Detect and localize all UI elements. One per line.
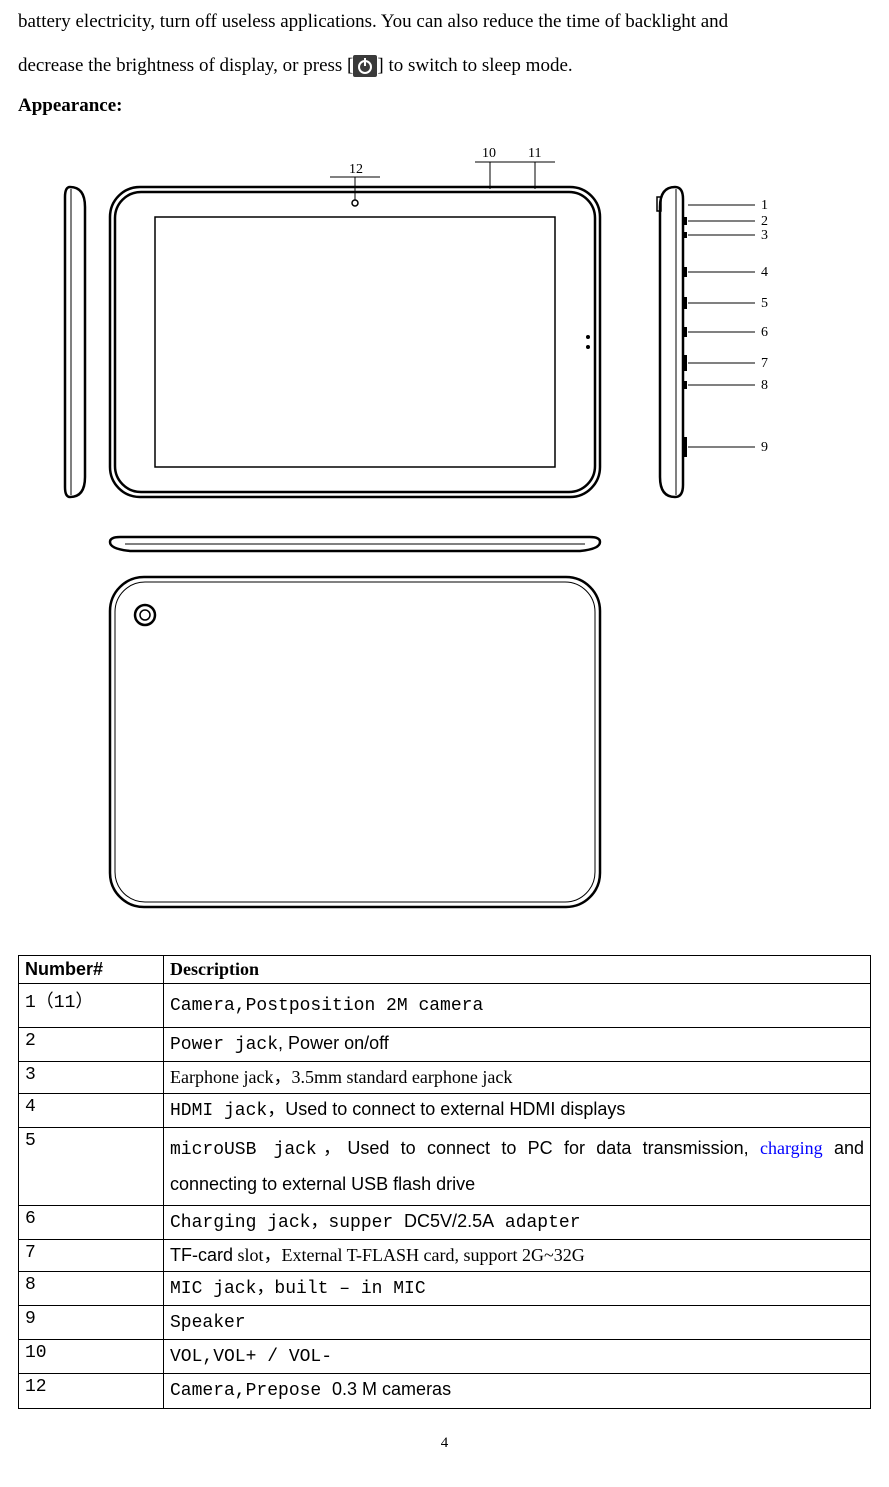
desc-part: VOL,VOL+ / VOL- [170,1347,332,1367]
row-description: VOL,VOL+ / VOL- [164,1340,871,1374]
desc-part: Speaker [170,1313,246,1333]
bottom-edge [110,537,600,551]
desc-part: ，Used to connect to external HDMI displa… [267,1099,625,1119]
desc-part: HDMI jack [170,1101,267,1121]
desc-part: Camera,Prepose [170,1381,332,1401]
desc-part: adapter [494,1213,580,1233]
svg-text:9: 9 [761,440,768,455]
row-number: 3 [19,1061,164,1093]
desc-part: Postposition 2M camera [246,996,484,1016]
table-row: 10 VOL,VOL+ / VOL- [19,1340,871,1374]
table-header-row: Number# Description [19,956,871,984]
desc-part: charging [760,1138,823,1158]
row-number: 12 [19,1374,164,1408]
svg-text:2: 2 [761,214,768,229]
side-profile-left [65,187,85,497]
row-number: 10 [19,1340,164,1374]
desc-part: 0.3 M cameras [332,1379,451,1399]
back-view [110,577,600,907]
table-row: 7TF-card slot，External T-FLASH card, sup… [19,1239,871,1271]
row-description: Earphone jack，3.5mm standard earphone ja… [164,1061,871,1093]
top-callouts: 10 11 [475,146,555,189]
svg-text:12: 12 [349,162,363,177]
desc-part: slot，External T-FLASH card, support 2G~3… [233,1245,585,1265]
row-number: 9 [19,1306,164,1340]
table-row: 6Charging jack，supper DC5V/2.5A adapter [19,1205,871,1239]
row-number: 8 [19,1271,164,1305]
desc-part: Power jack [170,1035,278,1055]
table-row: 1（11） Camera,Postposition 2M camera [19,984,871,1027]
svg-text:11: 11 [528,146,541,161]
row-number: 5 [19,1128,164,1205]
appearance-heading: Appearance: [18,95,871,117]
header-description: Description [164,956,871,984]
svg-text:5: 5 [761,296,768,311]
desc-part: Charging jack，supper [170,1213,404,1233]
row-description: Camera,Prepose 0.3 M cameras [164,1374,871,1408]
row-number: 7 [19,1239,164,1271]
desc-part: Camera, [170,996,246,1016]
side-profile-right [657,187,687,497]
right-callouts: 1 2 3 4 5 6 7 8 9 [688,198,768,455]
desc-part: Earphone jack，3.5mm standard earphone ja… [170,1067,512,1087]
table-row: 8 MIC jack，built – in MIC [19,1271,871,1305]
desc-part: ，Used to connect to PC for data transmis… [317,1138,760,1158]
svg-text:8: 8 [761,378,768,393]
camera-12-callout: 12 [330,162,380,200]
desc-part: , [278,1033,288,1053]
appearance-diagram: 10 11 12 1 2 3 4 5 6 7 8 9 [35,137,855,937]
desc-part: DC5V/2.5A [404,1211,494,1231]
row-description: HDMI jack，Used to connect to external HD… [164,1093,871,1127]
front-view [110,187,600,497]
description-table: Number# Description 1（11） Camera,Postpos… [18,955,871,1408]
desc-part: microUSB jack [170,1140,317,1160]
desc-part: MIC jack，built – in MIC [170,1279,426,1299]
intro-line2b: ] to switch to sleep mode. [377,55,572,76]
intro-line2a: decrease the brightness of display, or p… [18,55,353,76]
row-number: 1（11） [19,984,164,1027]
row-number: 6 [19,1205,164,1239]
row-description: Camera,Postposition 2M camera [164,984,871,1027]
table-row: 5microUSB jack，Used to connect to PC for… [19,1128,871,1205]
svg-text:6: 6 [761,325,768,340]
power-icon [353,55,377,77]
svg-text:10: 10 [482,146,496,161]
svg-text:3: 3 [761,228,768,243]
table-row: 9 Speaker [19,1306,871,1340]
svg-text:1: 1 [761,198,768,213]
desc-part: Power on/off [288,1033,389,1053]
row-number: 2 [19,1027,164,1061]
page-number: 4 [18,1435,871,1452]
row-description: Charging jack，supper DC5V/2.5A adapter [164,1205,871,1239]
table-row: 4HDMI jack，Used to connect to external H… [19,1093,871,1127]
svg-text:4: 4 [761,265,768,280]
table-row: 3 Earphone jack，3.5mm standard earphone j… [19,1061,871,1093]
row-description: MIC jack，built – in MIC [164,1271,871,1305]
row-description: microUSB jack，Used to connect to PC for … [164,1128,871,1205]
svg-text:7: 7 [761,356,768,371]
header-number: Number# [19,956,164,984]
row-description: Power jack, Power on/off [164,1027,871,1061]
row-number: 4 [19,1093,164,1127]
intro-paragraph: battery electricity, turn off useless ap… [18,0,871,87]
intro-line1: battery electricity, turn off useless ap… [18,11,728,32]
row-description: TF-card slot，External T-FLASH card, supp… [164,1239,871,1271]
row-description: Speaker [164,1306,871,1340]
table-row: 2Power jack, Power on/off [19,1027,871,1061]
table-row: 12Camera,Prepose 0.3 M cameras [19,1374,871,1408]
desc-part: TF-card [170,1245,233,1265]
